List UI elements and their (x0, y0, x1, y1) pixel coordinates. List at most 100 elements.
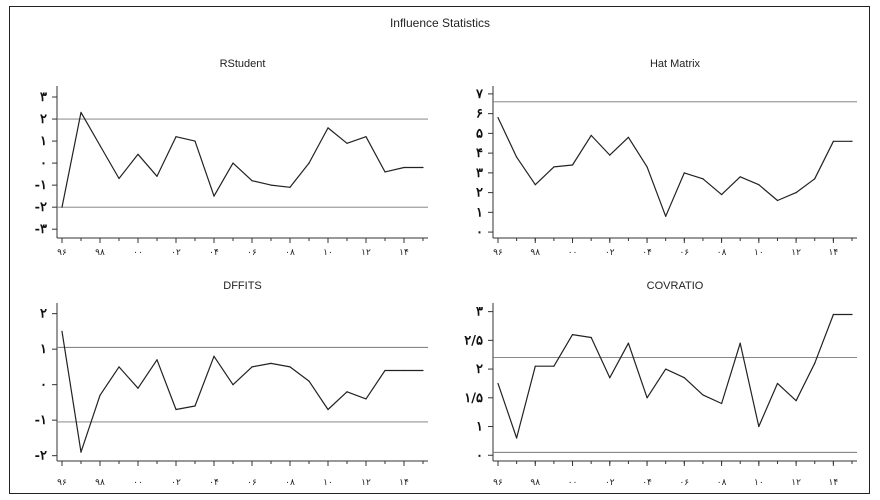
data-point (308, 380, 310, 382)
y-tick-label: -۱ (35, 178, 47, 193)
y-tick-label: ۱ (40, 342, 47, 357)
chart-title: COVRATIO (647, 280, 704, 292)
x-tick-label: ۹۶ (57, 478, 67, 488)
data-point (213, 195, 215, 197)
data-point (365, 136, 367, 138)
data-point (702, 394, 704, 396)
data-point (720, 193, 723, 196)
data-point (776, 199, 779, 202)
data-point (590, 336, 592, 339)
x-tick-label: ۰۴ (209, 478, 219, 488)
data-point (194, 405, 196, 407)
data-point (156, 175, 158, 177)
y-tick-label: ۲ (40, 112, 47, 127)
data-point (609, 154, 611, 156)
x-tick-label: ۰۸ (717, 478, 727, 488)
y-tick-label: -۳ (35, 222, 47, 237)
data-point (270, 362, 272, 364)
x-tick-label: ۹۶ (57, 248, 67, 258)
chart-title: Hat Matrix (650, 58, 701, 70)
x-tick-label: ۰۸ (285, 478, 295, 488)
y-tick-label: ۱ (40, 134, 47, 149)
x-tick-label: ۰۴ (642, 248, 652, 258)
x-tick-label: ۰۰ (133, 478, 143, 488)
data-point (627, 342, 630, 344)
chart-title: RStudent (220, 58, 266, 70)
x-tick-label: ۰۴ (209, 248, 219, 258)
y-tick-label: ۷ (475, 87, 484, 102)
data-point (384, 171, 386, 173)
y-tick-label: -۲ (35, 200, 47, 215)
data-point (553, 166, 555, 168)
x-tick-label: ۹۸ (530, 478, 540, 488)
x-tick-label: ۱۰ (323, 478, 333, 488)
x-tick-label: ۰۸ (717, 248, 727, 258)
x-tick-label: ۰۲ (171, 248, 181, 258)
data-point (327, 127, 329, 129)
x-tick-label: ۰۶ (247, 248, 257, 258)
data-point (80, 451, 82, 453)
x-tick-label: ۱۴ (829, 248, 839, 258)
y-tick-label: ۱ (476, 205, 483, 220)
data-point (814, 178, 816, 180)
x-tick-label: ۰۰ (133, 248, 143, 258)
data-point (61, 330, 63, 333)
x-tick-label: ۱۰ (754, 248, 764, 258)
y-tick-label: ۰ (476, 225, 483, 240)
data-point (194, 140, 196, 142)
data-point (251, 366, 253, 368)
x-tick-label: ۰۶ (679, 248, 689, 258)
data-point (534, 184, 536, 186)
data-point (832, 140, 834, 142)
data-point (213, 355, 215, 357)
data-point (403, 166, 405, 169)
series-line (497, 313, 852, 439)
data-point (627, 136, 630, 138)
x-tick-label: ۱۴ (829, 478, 839, 488)
data-point (346, 391, 348, 393)
data-point (137, 387, 139, 389)
data-point (739, 176, 741, 178)
y-tick-label: ۲ (40, 307, 47, 322)
x-tick-label: ۰۲ (605, 248, 615, 258)
y-tick-label: ۱ (476, 420, 483, 435)
data-point (646, 166, 648, 168)
data-point (534, 365, 536, 367)
x-tick-label: ۱۲ (791, 248, 801, 258)
data-point (175, 136, 177, 138)
data-point (720, 402, 723, 405)
series-line (497, 117, 852, 217)
x-tick-label: ۹۶ (493, 248, 503, 258)
data-point (758, 425, 760, 428)
data-point (137, 153, 139, 155)
data-point (99, 394, 101, 396)
y-tick-label: ۶ (476, 107, 483, 122)
data-point (758, 184, 760, 186)
x-tick-label: ۱۲ (361, 248, 371, 258)
figure-frame (9, 6, 870, 494)
data-point (739, 342, 741, 344)
x-tick-label: ۰۶ (679, 478, 689, 488)
data-point (232, 162, 234, 164)
x-tick-label: ۰۰ (568, 248, 578, 258)
x-tick-label: ۹۶ (493, 478, 503, 488)
data-point (422, 369, 424, 372)
data-point (571, 334, 574, 336)
y-tick-label: ۲ (476, 186, 483, 201)
data-point (497, 116, 499, 119)
y-tick-label: ۱/۵ (464, 391, 483, 406)
y-tick-label: ۳ (40, 90, 47, 105)
data-point (118, 177, 120, 180)
data-point (232, 384, 234, 386)
x-tick-label: ۹۸ (95, 248, 105, 258)
x-tick-label: ۰۶ (247, 478, 257, 488)
data-point (118, 366, 120, 368)
data-point (646, 397, 648, 399)
series-line (61, 331, 423, 453)
x-tick-label: ۰۸ (285, 248, 295, 258)
data-point (795, 191, 797, 194)
